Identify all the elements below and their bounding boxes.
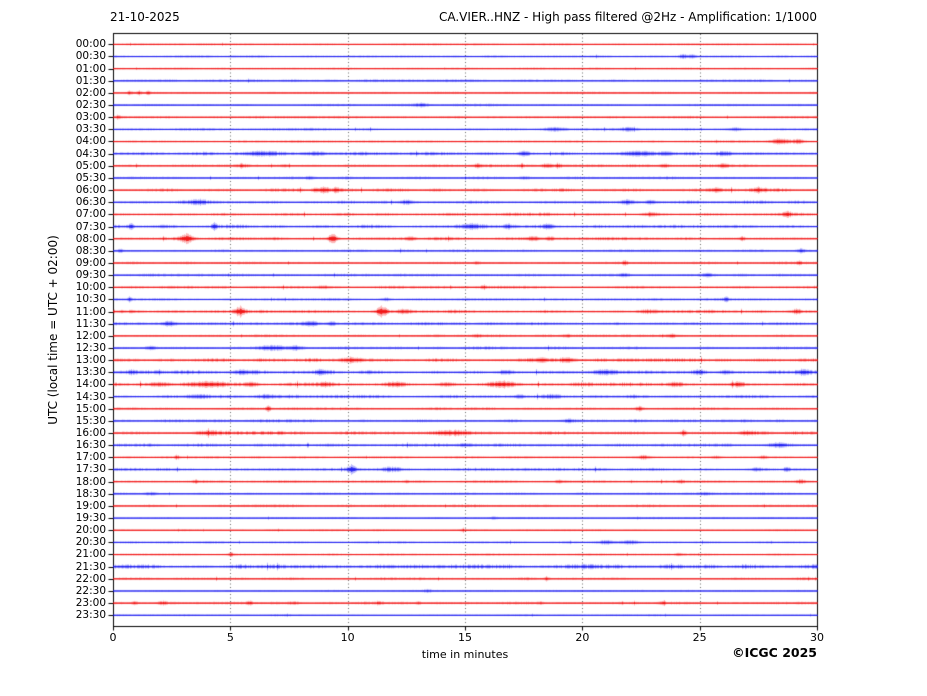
time-tick-label: 14:00 — [75, 378, 106, 391]
time-tick-label: 08:30 — [75, 244, 106, 257]
time-tick-label: 22:30 — [75, 584, 106, 597]
time-tick-label: 06:30 — [75, 196, 106, 209]
time-tick-label: 05:00 — [75, 159, 106, 172]
time-tick-label: 05:30 — [75, 171, 106, 184]
time-tick-label: 16:30 — [75, 439, 106, 452]
time-tick-label: 08:00 — [75, 232, 106, 245]
time-tick-label: 11:30 — [75, 317, 106, 330]
time-tick-label: 07:30 — [75, 220, 106, 233]
x-axis-label: time in minutes — [421, 648, 509, 661]
time-tick-label: 10:30 — [75, 293, 106, 306]
x-tick-label: 20 — [575, 631, 590, 644]
time-tick-label: 17:30 — [75, 463, 106, 476]
x-tick-label: 30 — [810, 631, 824, 644]
time-tick-label: 09:30 — [75, 269, 106, 282]
time-tick-label: 04:00 — [75, 135, 106, 148]
time-tick-label: 01:30 — [75, 74, 106, 87]
time-tick-label: 20:30 — [75, 536, 106, 549]
time-tick-label: 21:30 — [75, 560, 106, 573]
time-tick-label: 13:30 — [75, 366, 106, 379]
time-tick-label: 00:00 — [75, 38, 106, 51]
time-tick-label: 06:00 — [75, 184, 106, 197]
time-tick-label: 15:00 — [75, 402, 106, 415]
time-tick-label: 19:30 — [75, 512, 106, 525]
time-tick-label: 10:00 — [75, 281, 106, 294]
time-tick-label: 03:30 — [75, 123, 106, 136]
time-tick-label: 09:00 — [75, 256, 106, 269]
time-tick-label: 03:00 — [75, 111, 106, 124]
time-tick-label: 12:00 — [75, 329, 106, 342]
plot-title: CA.VIER..HNZ - High pass filtered @2Hz -… — [438, 10, 817, 24]
time-tick-label: 19:00 — [75, 499, 106, 512]
time-tick-label: 00:30 — [75, 50, 106, 63]
time-tick-label: 13:00 — [75, 354, 106, 367]
x-tick-label: 15 — [458, 631, 472, 644]
time-tick-label: 22:00 — [75, 572, 106, 585]
time-tick-label: 16:00 — [75, 427, 106, 439]
x-tick-label: 0 — [109, 631, 117, 644]
time-tick-label: 18:30 — [75, 487, 106, 500]
time-tick-label: 07:00 — [75, 208, 106, 221]
x-tick-label: 10 — [340, 631, 355, 644]
time-tick-label: 17:00 — [75, 451, 106, 464]
time-tick-label: 23:00 — [75, 597, 106, 610]
time-tick-label: 02:00 — [75, 86, 106, 99]
date-label: 21-10-2025 — [110, 10, 180, 24]
time-tick-label: 18:00 — [75, 475, 106, 488]
time-tick-label: 21:00 — [75, 548, 106, 561]
time-tick-label: 04:30 — [75, 147, 106, 160]
time-tick-label: 20:00 — [75, 524, 106, 537]
time-tick-label: 11:00 — [75, 305, 106, 318]
time-tick-label: 23:30 — [75, 609, 106, 622]
x-tick-label: 25 — [692, 631, 707, 644]
time-tick-label: 15:30 — [75, 414, 106, 427]
time-tick-label: 02:30 — [75, 99, 106, 112]
x-tick-label: 5 — [226, 631, 234, 644]
copyright-label: ©ICGC 2025 — [732, 645, 817, 660]
time-tick-label: 14:30 — [75, 390, 106, 403]
time-tick-label: 12:30 — [75, 341, 106, 354]
time-tick-label: 01:00 — [75, 62, 106, 75]
